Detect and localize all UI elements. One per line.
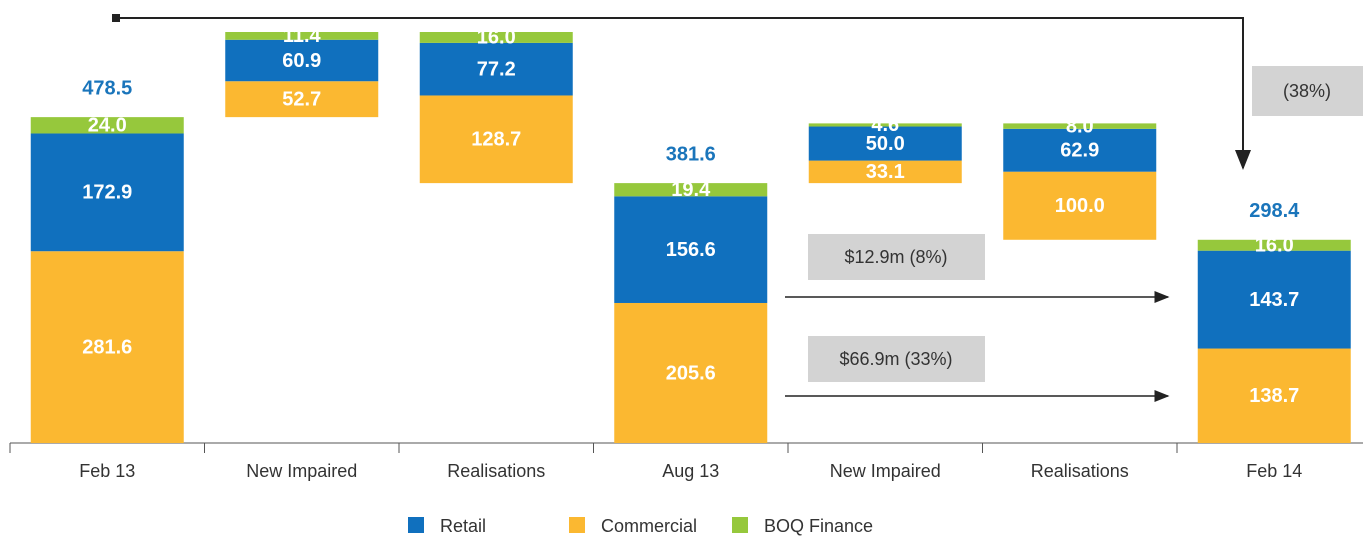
- bar-segment: [419, 32, 573, 43]
- total-label: 298.4: [1249, 200, 1300, 222]
- data-label: 11.4: [283, 25, 322, 47]
- bar-segment: [30, 251, 184, 443]
- bar-segment: [1003, 123, 1157, 129]
- legend-label: BOQ Finance: [764, 516, 873, 536]
- data-label: 156.6: [666, 239, 716, 261]
- x-tick-label: New Impaired: [246, 461, 357, 481]
- data-label: 172.9: [82, 182, 132, 204]
- legend-swatch: [732, 517, 748, 533]
- bar-segment: [30, 117, 184, 134]
- annotation: $66.9m (33%): [839, 349, 952, 369]
- data-label: 8.0: [1066, 115, 1094, 137]
- bar-segment: [419, 95, 573, 184]
- bar-segment: [1197, 250, 1351, 349]
- data-label: 52.7: [282, 88, 321, 110]
- annotation-box: [808, 234, 985, 280]
- bar-segment: [1003, 171, 1157, 240]
- bar-segment: [614, 183, 768, 197]
- bar-segment: [225, 81, 379, 118]
- data-label: 16.0: [1255, 235, 1294, 257]
- annotation-box: [1252, 66, 1363, 116]
- bar-segment: [1197, 239, 1351, 251]
- total-label: 478.5: [82, 77, 132, 99]
- data-label: 128.7: [471, 129, 521, 151]
- bar-segment: [808, 160, 962, 184]
- data-label: 138.7: [1249, 385, 1299, 407]
- data-label: 143.7: [1249, 289, 1299, 311]
- bar-segment: [614, 196, 768, 303]
- arrow: [116, 17, 1251, 170]
- data-label: 100.0: [1055, 195, 1105, 217]
- bar-segment: [808, 123, 962, 127]
- data-label: 24.0: [88, 115, 127, 137]
- legend-label: Commercial: [601, 516, 697, 536]
- bar-segment: [30, 133, 184, 252]
- data-label: 60.9: [282, 50, 321, 72]
- x-tick-label: Realisations: [447, 461, 545, 481]
- data-label: 62.9: [1060, 140, 1099, 162]
- bar-segment: [225, 39, 379, 82]
- legend-swatch: [408, 517, 424, 533]
- data-label: 50.0: [866, 133, 905, 155]
- annotation-box: [808, 336, 985, 382]
- data-label: 77.2: [477, 58, 516, 80]
- bar-segment: [1003, 128, 1157, 172]
- annotation: $12.9m (8%): [844, 247, 947, 267]
- data-label: 16.0: [477, 27, 516, 49]
- total-label: 381.6: [666, 143, 716, 165]
- data-label: 281.6: [82, 336, 132, 358]
- data-label: 33.1: [866, 161, 905, 183]
- x-tick-label: New Impaired: [830, 461, 941, 481]
- bar-segment: [614, 302, 768, 443]
- legend-swatch: [569, 517, 585, 533]
- x-tick-label: Aug 13: [662, 461, 719, 481]
- x-tick-label: Feb 14: [1246, 461, 1302, 481]
- data-label: 19.4: [671, 179, 711, 201]
- data-label: 205.6: [666, 362, 716, 384]
- bar-segment: [1197, 348, 1351, 443]
- annotation: (38%): [1283, 81, 1331, 101]
- bar-segment: [419, 42, 573, 96]
- bar-segment: [808, 126, 962, 161]
- legend-label: Retail: [440, 516, 486, 536]
- x-tick-label: Realisations: [1031, 461, 1129, 481]
- bar-segment: [225, 32, 379, 40]
- x-tick-label: Feb 13: [79, 461, 135, 481]
- data-label: 4.6: [871, 114, 899, 136]
